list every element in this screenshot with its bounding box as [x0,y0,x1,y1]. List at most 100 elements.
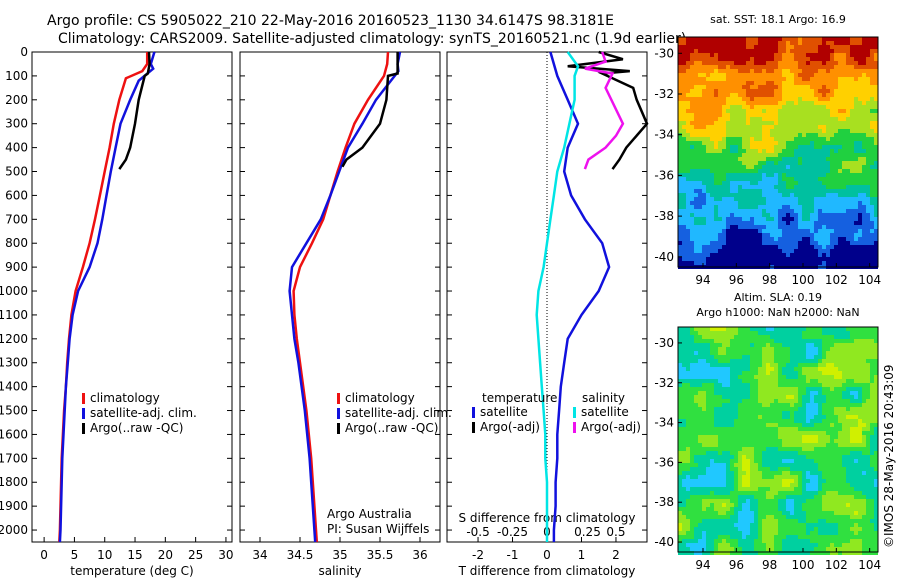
map-cell [806,335,810,339]
map-cell [830,359,834,363]
map-cell [758,383,762,387]
map-cell [738,335,742,339]
map-cell [698,253,702,257]
map-cell [858,65,862,69]
map-cell [710,355,714,359]
map-cell [854,359,858,363]
map-cell [770,343,774,347]
map-cell [874,339,878,343]
map-cell [766,375,770,379]
map-cell [698,371,702,375]
map-cell [694,403,698,407]
map-cell [814,419,818,423]
map-cell [730,181,734,185]
map-cell [862,363,866,367]
map-cell [782,245,786,249]
map-cell [850,363,854,367]
map-cell [694,383,698,387]
map-cell [726,117,730,121]
map-cell [706,85,710,89]
map-cell [782,371,786,375]
map-cell [726,367,730,371]
map-cell [786,249,790,253]
map-cell [770,141,774,145]
map-cell [738,105,742,109]
map-cell [746,113,750,117]
map-cell [746,105,750,109]
map-cell [746,257,750,261]
map-cell [810,197,814,201]
map-cell [754,41,758,45]
map-cell [766,415,770,419]
map-cell [778,435,782,439]
map-cell [698,73,702,77]
map-cell [794,371,798,375]
map-cell [826,249,830,253]
map-cell [758,387,762,391]
map-cell [866,73,870,77]
legend-label: satellite [581,405,629,419]
map-cell [818,371,822,375]
map-cell [806,65,810,69]
map-cell [842,371,846,375]
map-cell [778,335,782,339]
map-cell [742,197,746,201]
map-cell [718,169,722,173]
map-cell [718,41,722,45]
map-cell [714,447,718,451]
map-cell [694,391,698,395]
map-cell [846,443,850,447]
map-cell [766,85,770,89]
map-cell [698,181,702,185]
map-cell [814,97,818,101]
map-cell [790,181,794,185]
map-cell [834,387,838,391]
map-cell [850,133,854,137]
map-cell [750,57,754,61]
map-cell [766,257,770,261]
map-cell [838,105,842,109]
map-cell [870,415,874,419]
map-cell [822,65,826,69]
map-cell [710,467,714,471]
map-cell [754,45,758,49]
map-cell [794,451,798,455]
map-cell [718,189,722,193]
map-cell [726,355,730,359]
map-cell [818,161,822,165]
map-cell [770,359,774,363]
map-cell [754,89,758,93]
map-cell [830,49,834,53]
map-cell [850,459,854,463]
map-cell [690,257,694,261]
map-cell [742,137,746,141]
x-tick-label: 5 [71,548,79,562]
map-cell [686,359,690,363]
map-cell [778,225,782,229]
map-cell [834,97,838,101]
map-cell [802,49,806,53]
map-cell [718,455,722,459]
map-cell [854,113,858,117]
map-cell [682,85,686,89]
map-cell [706,141,710,145]
legend-label: Argo(..raw -QC) [90,421,183,435]
x-axis-label: salinity [318,564,361,578]
map-cell [846,237,850,241]
map-cell [754,65,758,69]
map-cell [774,193,778,197]
map-cell [854,257,858,261]
map-cell [786,201,790,205]
map-cell [854,431,858,435]
y-tick-label: 1300 [0,356,28,370]
map-cell [838,69,842,73]
map-cell [786,443,790,447]
map-cell [742,359,746,363]
map-cell [790,347,794,351]
map-cell [834,101,838,105]
map-cell [830,443,834,447]
map-cell [806,391,810,395]
map-cell [714,439,718,443]
map-cell [766,435,770,439]
map-cell [722,189,726,193]
